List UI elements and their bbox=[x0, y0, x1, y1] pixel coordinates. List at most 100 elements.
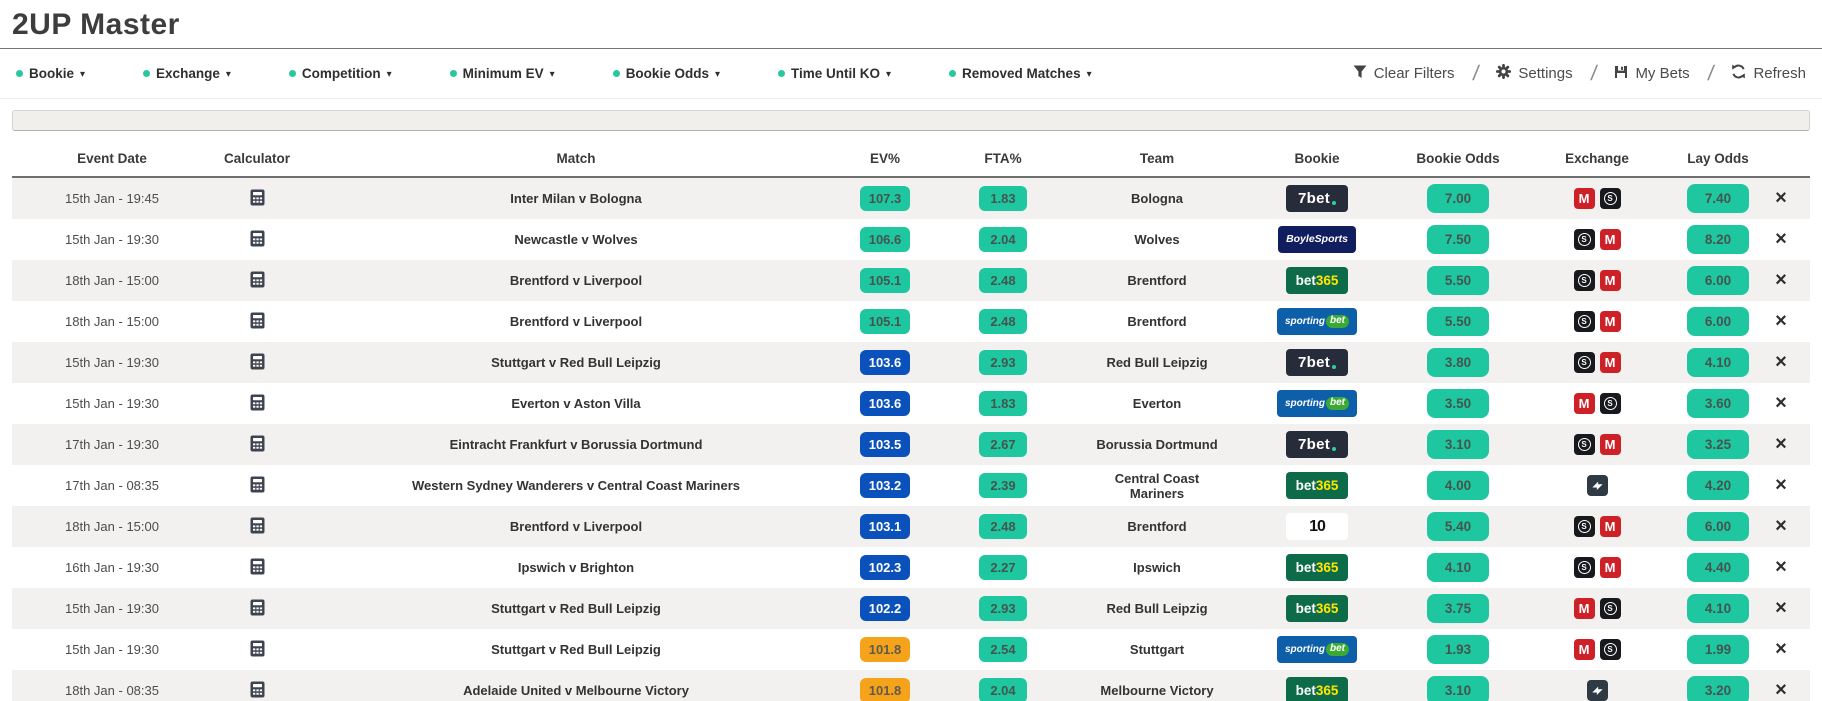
lay-odds-badge[interactable]: 8.20 bbox=[1687, 225, 1749, 254]
smarkets-exchange-icon[interactable]: S bbox=[1573, 270, 1595, 291]
calculator-button[interactable] bbox=[248, 392, 267, 413]
bookie-odds-badge[interactable]: 5.50 bbox=[1427, 307, 1489, 336]
calculator-button[interactable] bbox=[248, 474, 267, 495]
smarkets-exchange-icon[interactable]: S bbox=[1573, 516, 1595, 537]
bookie-odds-badge[interactable]: 4.10 bbox=[1427, 553, 1489, 582]
remove-match-button[interactable]: × bbox=[1775, 515, 1787, 537]
event-date: 15th Jan - 19:30 bbox=[65, 642, 159, 657]
bookie-odds-badge[interactable]: 5.40 bbox=[1427, 512, 1489, 541]
calculator-button[interactable] bbox=[248, 187, 267, 208]
betfair-exchange-icon[interactable] bbox=[1586, 475, 1608, 496]
lay-odds-badge[interactable]: 4.10 bbox=[1687, 594, 1749, 623]
bookie-odds-badge[interactable]: 3.80 bbox=[1427, 348, 1489, 377]
table-row: 17th Jan - 08:35 Western Sydney Wanderer… bbox=[12, 465, 1810, 506]
matchbook-exchange-icon[interactable]: M bbox=[1599, 311, 1621, 332]
bookie-odds-badge[interactable]: 5.50 bbox=[1427, 266, 1489, 295]
bookie-badge-7bet: 7bet bbox=[1286, 349, 1348, 376]
bookie-odds-badge[interactable]: 7.50 bbox=[1427, 225, 1489, 254]
matchbook-exchange-icon[interactable]: M bbox=[1599, 352, 1621, 373]
smarkets-exchange-icon[interactable]: S bbox=[1573, 311, 1595, 332]
calculator-button[interactable] bbox=[248, 679, 267, 700]
remove-match-button[interactable]: × bbox=[1775, 597, 1787, 619]
event-date: 15th Jan - 19:30 bbox=[65, 232, 159, 247]
calculator-button[interactable] bbox=[248, 433, 267, 454]
smarkets-exchange-icon[interactable]: S bbox=[1599, 598, 1621, 619]
filter-bookie[interactable]: Bookie ▾ bbox=[16, 66, 85, 81]
settings-button[interactable]: Settings bbox=[1496, 64, 1573, 83]
remove-match-button[interactable]: × bbox=[1775, 351, 1787, 373]
ev-badge: 103.6 bbox=[859, 350, 911, 375]
bookie-odds-badge[interactable]: 3.10 bbox=[1427, 676, 1489, 701]
refresh-button[interactable]: Refresh bbox=[1731, 64, 1806, 83]
event-date: 15th Jan - 19:45 bbox=[65, 191, 159, 206]
lay-odds-badge[interactable]: 4.40 bbox=[1687, 553, 1749, 582]
calculator-button[interactable] bbox=[248, 556, 267, 577]
remove-match-button[interactable]: × bbox=[1775, 433, 1787, 455]
my-bets-button[interactable]: My Bets bbox=[1614, 65, 1690, 83]
table-header: Event Date Calculator Match EV% FTA% Tea… bbox=[12, 140, 1810, 178]
matchbook-exchange-icon[interactable]: M bbox=[1599, 434, 1621, 455]
matchbook-exchange-icon[interactable]: M bbox=[1573, 393, 1595, 414]
filter-removed-matches[interactable]: Removed Matches ▾ bbox=[949, 66, 1092, 81]
remove-match-button[interactable]: × bbox=[1775, 679, 1787, 701]
smarkets-exchange-icon[interactable]: S bbox=[1599, 393, 1621, 414]
lay-odds-badge[interactable]: 3.20 bbox=[1687, 676, 1749, 701]
matchbook-exchange-icon[interactable]: M bbox=[1573, 188, 1595, 209]
remove-match-button[interactable]: × bbox=[1775, 187, 1787, 209]
remove-match-button[interactable]: × bbox=[1775, 556, 1787, 578]
smarkets-exchange-icon[interactable]: S bbox=[1573, 557, 1595, 578]
calculator-button[interactable] bbox=[248, 351, 267, 372]
betfair-exchange-icon[interactable] bbox=[1586, 680, 1608, 701]
matchbook-exchange-icon[interactable]: M bbox=[1599, 557, 1621, 578]
filter-bookie-odds[interactable]: Bookie Odds ▾ bbox=[612, 66, 720, 81]
lay-odds-badge[interactable]: 4.20 bbox=[1687, 471, 1749, 500]
bookie-odds-badge[interactable]: 1.93 bbox=[1427, 635, 1489, 664]
lay-odds-badge[interactable]: 6.00 bbox=[1687, 307, 1749, 336]
table-row: 17th Jan - 19:30 Eintracht Frankfurt v B… bbox=[12, 424, 1810, 465]
remove-match-button[interactable]: × bbox=[1775, 228, 1787, 250]
clear-filters-button[interactable]: Clear Filters bbox=[1353, 65, 1455, 83]
bookie-odds-badge[interactable]: 3.75 bbox=[1427, 594, 1489, 623]
calculator-button[interactable] bbox=[248, 515, 267, 536]
smarkets-exchange-icon[interactable]: S bbox=[1599, 639, 1621, 660]
remove-match-button[interactable]: × bbox=[1775, 310, 1787, 332]
lay-odds-badge[interactable]: 4.10 bbox=[1687, 348, 1749, 377]
remove-match-button[interactable]: × bbox=[1775, 392, 1787, 414]
team-name: Melbourne Victory bbox=[1100, 683, 1214, 698]
calculator-button[interactable] bbox=[248, 228, 267, 249]
filter-competition[interactable]: Competition ▾ bbox=[288, 66, 392, 81]
lay-odds-badge[interactable]: 6.00 bbox=[1687, 266, 1749, 295]
remove-match-button[interactable]: × bbox=[1775, 638, 1787, 660]
filter-minimum-ev[interactable]: Minimum EV ▾ bbox=[449, 66, 555, 81]
calculator-button[interactable] bbox=[248, 269, 267, 290]
calculator-button[interactable] bbox=[248, 597, 267, 618]
lay-odds-badge[interactable]: 1.99 bbox=[1687, 635, 1749, 664]
matchbook-exchange-icon[interactable]: M bbox=[1599, 270, 1621, 291]
matchbook-exchange-icon[interactable]: M bbox=[1599, 516, 1621, 537]
matchbook-exchange-icon[interactable]: M bbox=[1573, 598, 1595, 619]
bookie-odds-badge[interactable]: 3.10 bbox=[1427, 430, 1489, 459]
filter-time-until-ko[interactable]: Time Until KO ▾ bbox=[777, 66, 891, 81]
smarkets-exchange-icon[interactable]: S bbox=[1573, 229, 1595, 250]
bookie-odds-badge[interactable]: 7.00 bbox=[1427, 184, 1489, 213]
matchbook-exchange-icon[interactable]: M bbox=[1573, 639, 1595, 660]
bookie-odds-badge[interactable]: 4.00 bbox=[1427, 471, 1489, 500]
ev-badge: 105.1 bbox=[859, 309, 911, 334]
smarkets-exchange-icon[interactable]: S bbox=[1573, 434, 1595, 455]
calculator-button[interactable] bbox=[248, 310, 267, 331]
calculator-button[interactable] bbox=[248, 638, 267, 659]
remove-match-button[interactable]: × bbox=[1775, 269, 1787, 291]
ev-badge: 102.3 bbox=[859, 555, 911, 580]
remove-match-button[interactable]: × bbox=[1775, 474, 1787, 496]
smarkets-exchange-icon[interactable]: S bbox=[1573, 352, 1595, 373]
bookie-odds-badge[interactable]: 3.50 bbox=[1427, 389, 1489, 418]
lay-odds-badge[interactable]: 3.60 bbox=[1687, 389, 1749, 418]
filter-exchange[interactable]: Exchange ▾ bbox=[143, 66, 231, 81]
fta-badge: 2.04 bbox=[979, 678, 1027, 701]
lay-odds-badge[interactable]: 6.00 bbox=[1687, 512, 1749, 541]
smarkets-exchange-icon[interactable]: S bbox=[1599, 188, 1621, 209]
lay-odds-badge[interactable]: 3.25 bbox=[1687, 430, 1749, 459]
lay-odds-badge[interactable]: 7.40 bbox=[1687, 184, 1749, 213]
matchbook-exchange-icon[interactable]: M bbox=[1599, 229, 1621, 250]
